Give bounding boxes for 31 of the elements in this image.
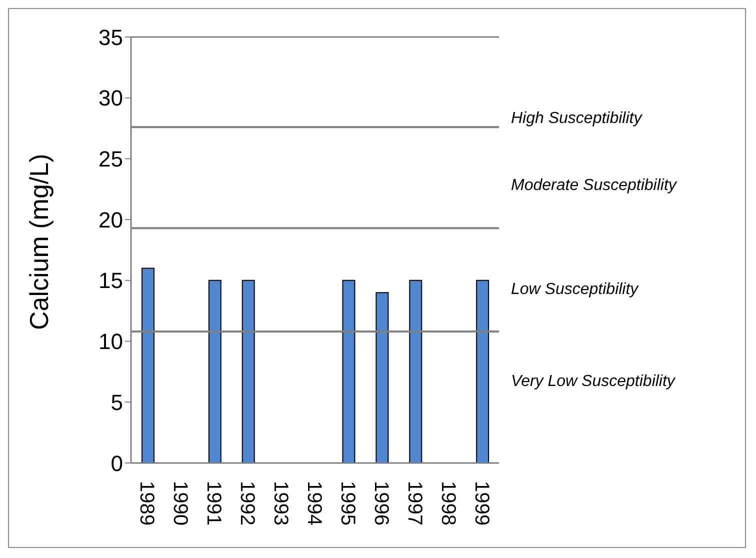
x-tick-label: 1999 [470,481,492,526]
y-tick-label: 0 [110,450,123,476]
bar [242,280,255,463]
x-tick-label: 1990 [169,481,192,526]
x-tick-label: 1992 [236,481,258,526]
x-tick-label: 1994 [303,481,325,526]
x-tick-label: 1998 [436,481,459,526]
x-tick-label: 1996 [370,481,392,526]
y-tick-label: 15 [98,268,123,294]
x-tick-label: 1993 [270,481,292,526]
bar [476,280,490,463]
y-tick-label: 25 [98,146,123,172]
y-tick-label: 20 [98,207,123,232]
bar [342,280,356,463]
x-tick-label: 1991 [202,481,225,526]
x-tick-label: 1989 [136,481,158,526]
y-tick-label: 30 [98,86,123,111]
y-axis-title: Calcium (mg/L) [24,154,54,330]
x-tick-label: 1995 [336,481,358,526]
y-tick-label: 35 [98,24,123,50]
y-tick-label: 5 [110,390,123,415]
text: High Susceptibility [511,109,642,130]
bar [376,292,389,463]
x-tick-label: 1997 [403,481,426,526]
bar [208,280,222,463]
bar [409,280,422,463]
text: Very Low Susceptibility [511,372,675,392]
text: Low Susceptibility [511,280,638,300]
y-tick-label: 10 [98,329,123,354]
bar [142,268,154,463]
text: Moderate Susceptibility [511,176,676,196]
